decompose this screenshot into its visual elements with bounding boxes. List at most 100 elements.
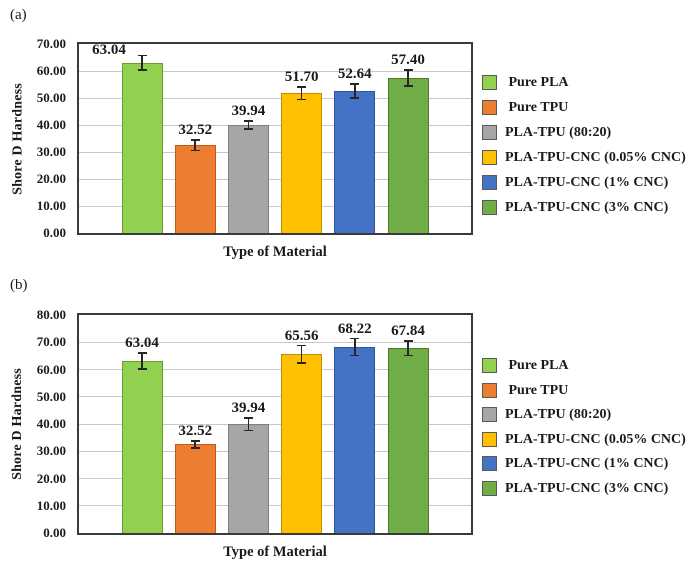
- y-tick-label: 30.00: [36, 443, 66, 459]
- legend-a: Pure PLA Pure TPU PLA-TPU (80:20) PLA-TPU-…: [482, 75, 686, 225]
- legend-swatch: [482, 150, 497, 165]
- gridline: [79, 178, 471, 180]
- y-tick-label: 0.00: [43, 525, 66, 540]
- legend-swatch: [482, 431, 497, 447]
- legend-item-label: PLA-TPU-CNC (0.05% CNC): [505, 431, 686, 447]
- plot-inner-b: 63.04 32.52 39.94 65.56 68.22 67.84: [79, 315, 471, 533]
- bar-pla-tpu-cnc-3-cnc: [387, 348, 429, 533]
- legend-item-pla-tpu-cnc-1-cnc: PLA-TPU-CNC (1% CNC): [482, 175, 686, 190]
- bar-value-label: 65.56: [284, 327, 319, 344]
- bar-pla-tpu-80-20: [227, 424, 269, 533]
- legend-swatch: [482, 456, 497, 471]
- bar-value-label: 52.64: [337, 66, 372, 83]
- legend-item-label: PLA-TPU (80:20): [505, 125, 612, 140]
- x-axis-title-a: Type of Material: [223, 244, 327, 260]
- legend-item-pla-tpu-cnc-0-05-cnc: PLA-TPU-CNC (0.05% CNC): [482, 431, 686, 447]
- error-bar: [137, 54, 147, 71]
- bar-pla-tpu-cnc-1-cnc: [334, 90, 376, 233]
- legend-swatch: [482, 358, 497, 373]
- legend-swatch: [482, 200, 497, 215]
- y-tick-label: 20.00: [36, 470, 66, 486]
- y-tick-label: 70.00: [36, 36, 66, 51]
- gridline: [79, 124, 471, 126]
- bar-pla-tpu-cnc-1-cnc: [334, 347, 376, 533]
- bar-pure-tpu: [174, 145, 216, 233]
- error-bar: [137, 352, 147, 370]
- bar-pure-tpu: [174, 444, 216, 533]
- y-tick-label: 50.00: [36, 90, 66, 105]
- legend-item-label: Pure PLA: [505, 75, 569, 90]
- legend-item-label: PLA-TPU (80:20): [505, 407, 612, 422]
- legend-item-label: Pure PLA: [505, 358, 569, 373]
- y-tick-label: 40.00: [36, 416, 66, 431]
- y-tick-label: 50.00: [36, 388, 66, 404]
- error-bar: [350, 337, 360, 357]
- bar-pla-tpu-cnc-0-05-cnc: [281, 93, 323, 233]
- bar-value-label: 32.52: [178, 122, 213, 139]
- bar-value-label: 67.84: [391, 322, 425, 339]
- error-bar: [403, 339, 413, 357]
- gridline: [79, 369, 471, 370]
- error-bar: [190, 440, 200, 449]
- legend-item-pure-pla: Pure PLA: [482, 358, 686, 373]
- gridline: [79, 341, 471, 343]
- gridline: [79, 205, 471, 207]
- gridline: [79, 478, 471, 479]
- y-tick-label: 20.00: [36, 171, 66, 186]
- y-tick-label: 10.00: [36, 497, 66, 513]
- legend-item-label: PLA-TPU-CNC (3% CNC): [505, 200, 669, 215]
- legend-item-pla-tpu-80-20: PLA-TPU (80:20): [482, 407, 686, 422]
- legend-item-pla-tpu-cnc-3-cnc: PLA-TPU-CNC (3% CNC): [482, 480, 686, 496]
- bar-value-label: 39.94: [231, 103, 266, 120]
- error-bar: [297, 344, 307, 364]
- bar-pla-tpu-cnc-3-cnc: [387, 78, 429, 233]
- legend-b: Pure PLA Pure TPU PLA-TPU (80:20) PLA-TPU-…: [482, 358, 686, 505]
- plot-inner-a: 63.04 32.52 39.94 51.70 52.64 57.40: [79, 41, 471, 233]
- gridline: [79, 151, 471, 153]
- gridline: [79, 505, 471, 507]
- error-bar: [403, 69, 413, 87]
- y-tick-label: 80.00: [36, 307, 66, 322]
- panel-a-label: (a): [10, 7, 27, 23]
- legend-swatch: [482, 382, 497, 398]
- bar-value-label: 51.70: [284, 69, 319, 86]
- legend-swatch: [482, 75, 497, 90]
- bar-pla-tpu-cnc-0-05-cnc: [281, 354, 323, 533]
- y-tick-label: 0.00: [43, 225, 66, 240]
- y-tick-label: 60.00: [36, 361, 66, 377]
- legend-item-label: PLA-TPU-CNC (1% CNC): [505, 175, 669, 190]
- legend-swatch: [482, 125, 497, 140]
- legend-swatch: [482, 480, 497, 496]
- bar-value-label: 39.94: [231, 400, 266, 417]
- x-axis-title-b: Type of Material: [223, 544, 327, 560]
- gridline: [79, 97, 471, 99]
- y-tick-label: 40.00: [36, 117, 66, 132]
- plot-area-b: 63.04 32.52 39.94 65.56 68.22 67.84: [77, 313, 473, 535]
- gridline: [79, 423, 471, 425]
- legend-item-pla-tpu-cnc-0-05-cnc: PLA-TPU-CNC (0.05% CNC): [482, 150, 686, 165]
- legend-item-label: Pure TPU: [505, 382, 569, 398]
- legend-item-label: Pure TPU: [505, 100, 569, 115]
- legend-item-pure-tpu: Pure TPU: [482, 100, 686, 115]
- legend-item-pla-tpu-cnc-1-cnc: PLA-TPU-CNC (1% CNC): [482, 456, 686, 471]
- error-bar: [243, 417, 253, 432]
- gridline: [79, 450, 471, 452]
- legend-item-label: PLA-TPU-CNC (1% CNC): [505, 456, 669, 471]
- bar-value-label: 68.22: [337, 320, 372, 337]
- legend-item-pure-pla: Pure PLA: [482, 75, 686, 90]
- bar-value-label: 63.04: [92, 41, 126, 58]
- legend-swatch: [482, 175, 497, 190]
- legend-item-label: PLA-TPU-CNC (3% CNC): [505, 480, 669, 496]
- gridline: [79, 396, 471, 398]
- bar-value-label: 57.40: [391, 52, 425, 69]
- y-tick-label: 70.00: [36, 334, 66, 350]
- bar-value-label: 63.04: [125, 335, 159, 352]
- legend-item-pure-tpu: Pure TPU: [482, 382, 686, 398]
- gridline: [79, 70, 471, 72]
- error-bar: [243, 120, 253, 131]
